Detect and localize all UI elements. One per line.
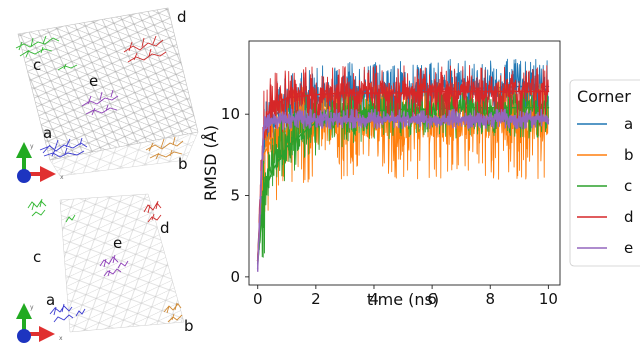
series-layer xyxy=(256,58,550,272)
series-e-point xyxy=(518,118,521,120)
x-tick-label: 6 xyxy=(427,290,437,308)
series-d-point xyxy=(489,90,492,93)
x-axis-title: time (ns) xyxy=(367,290,439,309)
structure-panel-bottom: a b c d e y x xyxy=(16,193,194,343)
series-e-point xyxy=(402,118,404,120)
molecule-a-bottom xyxy=(49,303,86,323)
molecule-d-top xyxy=(123,35,167,63)
label-d-top: d xyxy=(177,8,187,26)
tick-layer: 0 2 4 6 8 10 0 5 10 xyxy=(221,105,558,308)
triad-y-label-top: y xyxy=(30,143,34,150)
label-d-bottom: d xyxy=(160,219,170,237)
y-tick-label: 5 xyxy=(230,187,240,205)
axes-triad-bottom: y x xyxy=(16,303,63,343)
label-e-top: e xyxy=(89,72,98,90)
series-d-point xyxy=(402,92,404,94)
molecule-c-bottom xyxy=(27,198,76,223)
series-c-point xyxy=(286,145,288,148)
x-tick-label: 0 xyxy=(253,290,263,308)
x-tick-label: 8 xyxy=(485,290,495,308)
series-d-point xyxy=(431,90,433,93)
series-d-point xyxy=(315,93,317,96)
lattice-box-top-side xyxy=(49,131,199,177)
triad-x-label-bottom: x xyxy=(59,335,63,342)
series-e-point xyxy=(315,118,317,120)
label-b-bottom: b xyxy=(184,317,194,335)
legend-frame xyxy=(569,79,640,267)
series-b-point xyxy=(286,129,288,132)
series-e-point xyxy=(256,267,259,270)
legend-label-e: e xyxy=(624,239,633,257)
label-a-bottom: a xyxy=(46,291,55,309)
y-tick-label: 10 xyxy=(221,105,240,123)
plot-frame xyxy=(248,40,561,286)
rmsd-chart: 0 2 4 6 8 10 0 5 10 time (ns) RMSD (Å) xyxy=(201,40,561,309)
label-c-top: c xyxy=(33,56,41,74)
lattice-box-bottom xyxy=(59,193,185,333)
series-e-point xyxy=(431,118,433,120)
series-d-trace xyxy=(257,65,549,264)
x-tick-label: 2 xyxy=(311,290,321,308)
series-e-point xyxy=(286,118,288,120)
legend-title: Corner xyxy=(577,87,631,106)
series-d-point xyxy=(518,90,521,93)
triad-y-label-bottom: y xyxy=(30,304,34,311)
legend-label-d: d xyxy=(624,208,634,226)
label-e-bottom: e xyxy=(113,234,122,252)
molecule-e-top xyxy=(81,89,119,116)
series-c-point xyxy=(489,106,492,109)
series-d-point xyxy=(373,92,375,94)
series-e xyxy=(256,108,550,272)
series-c-point xyxy=(262,194,265,197)
series-c-point xyxy=(460,106,463,109)
legend-label-c: c xyxy=(624,177,632,195)
legend-label-a: a xyxy=(624,115,633,133)
molecule-c-top xyxy=(15,35,78,71)
label-a-top: a xyxy=(43,124,52,142)
triad-x-label-top: x xyxy=(60,174,64,181)
y-tick-label: 0 xyxy=(230,268,240,286)
legend-label-b: b xyxy=(624,146,634,164)
molecule-a-top xyxy=(39,137,88,158)
series-d-point xyxy=(344,92,346,94)
series-e-point xyxy=(344,118,346,120)
series-d-point xyxy=(460,90,463,93)
series-c-point xyxy=(271,170,274,172)
label-b-top: b xyxy=(178,155,188,173)
series-d-point xyxy=(271,105,274,107)
series-e-point xyxy=(460,118,463,120)
series-c-point xyxy=(402,108,404,111)
x-tick-label: 10 xyxy=(539,290,558,308)
series-e-point xyxy=(547,118,550,120)
series-c-point xyxy=(547,106,550,109)
series-e-point xyxy=(271,119,274,122)
series-d-point xyxy=(547,90,550,93)
molecule-b-top xyxy=(145,136,184,160)
molecule-e-bottom xyxy=(99,254,129,277)
y-axis-title: RMSD (Å) xyxy=(201,125,220,201)
axes-triad-top: y x xyxy=(16,142,64,183)
molecule-d-bottom xyxy=(143,200,162,223)
series-d-point xyxy=(286,97,288,99)
molecule-b-bottom xyxy=(163,302,183,323)
x-tick-label: 4 xyxy=(369,290,379,308)
structure-panel-top: a b c d e y x xyxy=(15,7,199,183)
series-e-point xyxy=(262,129,265,132)
series-e-point xyxy=(489,118,492,120)
label-c-bottom: c xyxy=(33,248,41,266)
series-e-point xyxy=(373,118,375,120)
